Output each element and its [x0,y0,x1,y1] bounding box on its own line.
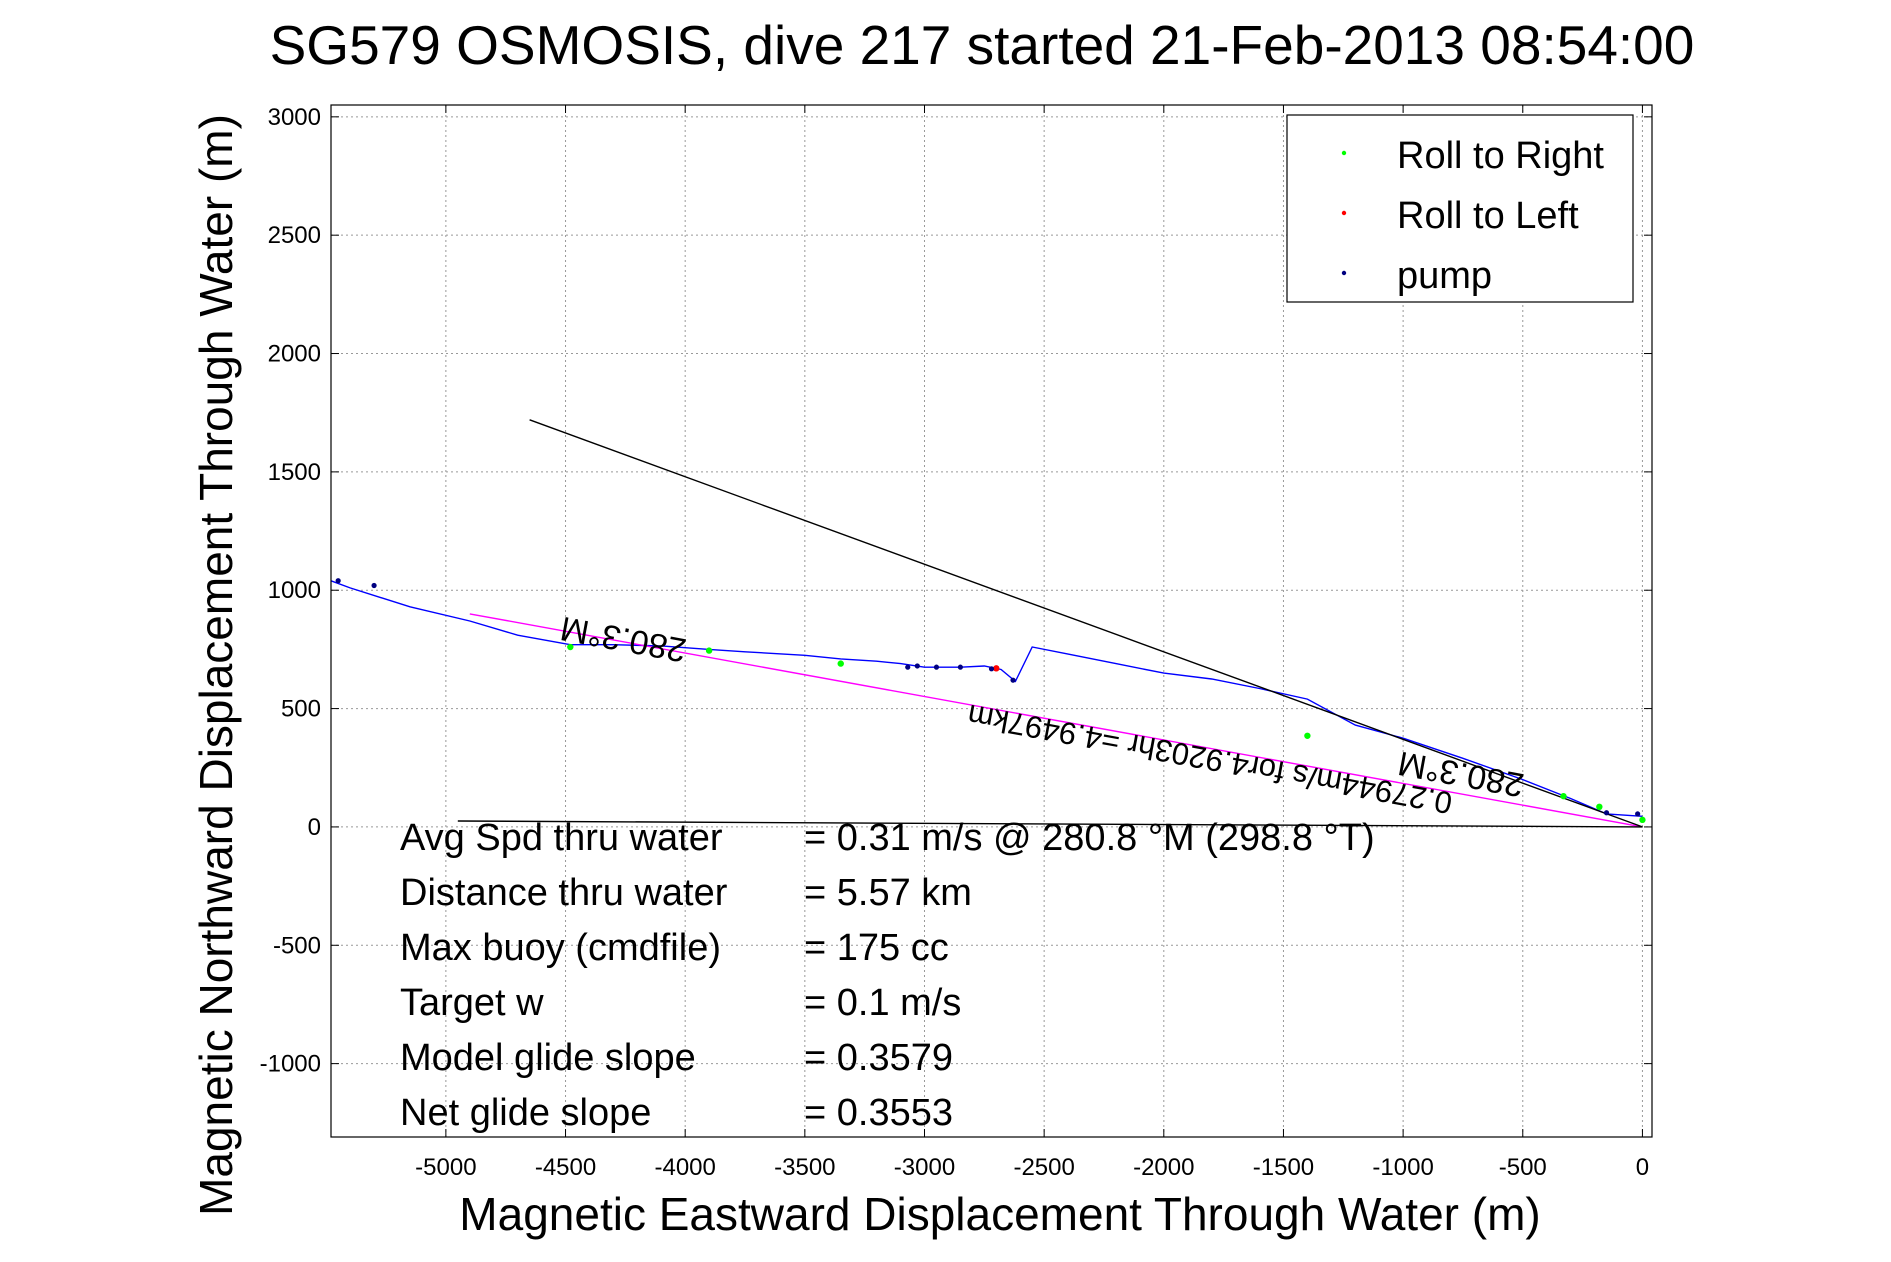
stat-value: = 0.3553 [804,1092,953,1134]
pump-marker [1635,811,1641,817]
x-tick-label: -4500 [535,1154,596,1181]
stat-value: = 0.1 m/s [804,982,961,1024]
stat-value: = 5.57 km [804,872,972,914]
x-tick-label: -2500 [1013,1154,1074,1181]
y-tick-label: 2000 [268,341,321,368]
roll-left-marker [993,665,1000,672]
pump-marker [988,666,995,672]
legend-swatch [1341,150,1347,156]
y-tick-label: -1000 [260,1051,321,1078]
stat-label: Max buoy (cmdfile) [400,927,721,969]
plot-frame [330,104,1653,1138]
pump-marker [957,664,963,670]
y-tick-label: 1000 [268,577,321,604]
stat-label: Distance thru water [400,872,728,914]
pump-marker [933,664,940,670]
legend-entry: Roll to Left [1397,195,1579,237]
pump-marker [914,663,920,669]
roll-right-marker [567,643,574,651]
stat-value: = 175 cc [804,927,949,969]
roll-right-marker [1639,816,1646,824]
x-tick-label: -4000 [654,1154,715,1181]
series-line-2 [529,419,1643,828]
x-tick-label: -3500 [774,1154,835,1181]
chart-title: SG579 OSMOSIS, dive 217 started 21-Feb-2… [270,14,1695,76]
legend-box [1286,114,1634,303]
roll-right-marker [837,660,844,667]
x-axis-label: Magnetic Eastward Displacement Through W… [459,1188,1540,1240]
pump-marker [905,664,911,670]
stat-value: = 0.3579 [804,1037,953,1079]
y-tick-label: 2500 [268,222,321,249]
roll-right-marker [1560,792,1567,800]
pump-marker [1603,810,1610,816]
series-line-1 [469,613,1643,828]
series-line-3 [457,820,1643,828]
y-tick-label: 500 [281,696,321,723]
roll-right-marker [1596,803,1603,811]
y-axis-label: Magnetic Northward Displacement Through … [190,114,242,1216]
legend-swatch [1341,270,1347,276]
x-tick-label: -1000 [1372,1154,1433,1181]
x-tick-label: -2000 [1133,1154,1194,1181]
x-tick-label: -1500 [1253,1154,1314,1181]
legend-entry: pump [1397,255,1492,297]
stat-label: Model glide slope [400,1037,696,1079]
x-tick-label: -5000 [415,1154,476,1181]
y-tick-label: 0 [308,814,321,841]
pump-marker [335,578,341,584]
pump-marker [371,582,377,589]
stat-label: Avg Spd thru water [400,817,723,859]
pump-marker [1010,677,1016,683]
roll-right-marker [1304,732,1311,739]
legend-entry: Roll to Right [1397,135,1604,177]
y-tick-label: -500 [273,932,321,959]
x-tick-label: 0 [1636,1154,1649,1181]
stat-label: Net glide slope [400,1092,651,1134]
stat-value: = 0.31 m/s @ 280.8 °M (298.8 °T) [804,817,1375,859]
y-tick-label: 1500 [268,459,321,486]
x-tick-label: -3000 [894,1154,955,1181]
legend-swatch [1341,210,1347,216]
x-tick-label: -500 [1499,1154,1547,1181]
roll-right-marker [705,647,713,654]
stat-label: Target w [400,982,544,1024]
y-tick-label: 3000 [268,104,321,131]
